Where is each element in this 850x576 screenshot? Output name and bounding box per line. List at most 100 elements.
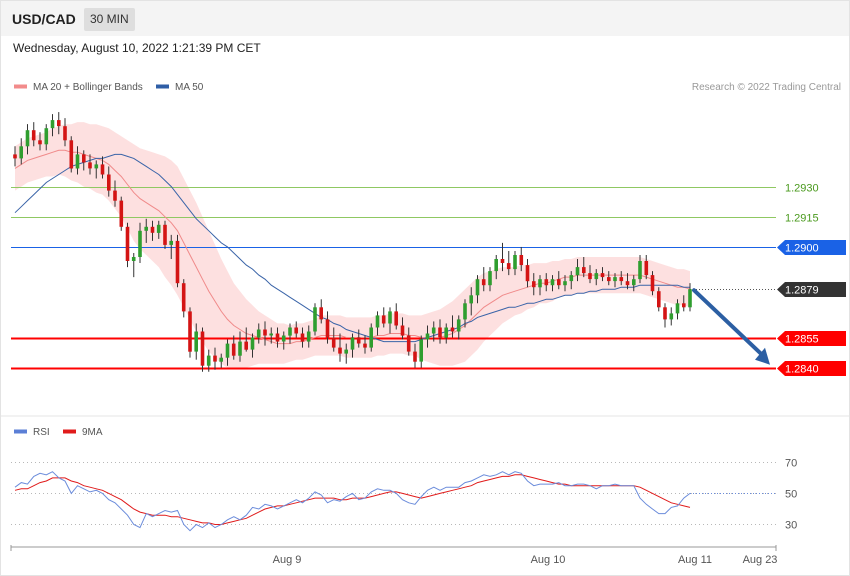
legend-9ma-label: 9MA	[82, 427, 103, 438]
candle	[613, 273, 617, 288]
ma50-line	[14, 153, 690, 343]
candle	[400, 317, 405, 340]
candle-body	[44, 128, 49, 145]
candle	[225, 339, 230, 366]
candle-body	[350, 337, 355, 350]
candle-body	[275, 333, 280, 342]
candle	[644, 255, 649, 280]
candle	[419, 335, 423, 368]
candle-body	[406, 335, 411, 352]
candle	[388, 307, 392, 334]
candle	[44, 124, 49, 151]
candle	[300, 327, 305, 348]
candle	[425, 325, 430, 348]
candle	[213, 347, 217, 370]
candle-body	[600, 273, 605, 278]
candle-body	[488, 271, 492, 286]
candle-body	[481, 279, 486, 286]
candle	[169, 234, 173, 260]
candle	[181, 279, 186, 318]
candle	[25, 124, 30, 155]
candle-body	[594, 273, 599, 280]
candle-body	[625, 281, 630, 286]
candle-body	[188, 311, 192, 352]
candle	[569, 271, 574, 290]
candle-body	[438, 327, 442, 338]
candle-body	[475, 279, 480, 296]
candle	[607, 271, 611, 286]
candle	[475, 275, 480, 304]
candle	[638, 255, 642, 284]
candle	[444, 323, 448, 344]
candles	[13, 112, 692, 372]
candle	[244, 327, 248, 352]
candle-body	[175, 240, 180, 284]
bollinger-bands	[15, 122, 690, 368]
candle	[325, 311, 330, 344]
legend-ma20-label: MA 20 + Bollinger Bands	[33, 82, 143, 93]
legend-ma50-label: MA 50	[175, 82, 204, 93]
candle-body	[375, 315, 380, 328]
candle	[431, 321, 436, 342]
candle-body	[519, 255, 524, 266]
candle	[250, 333, 255, 358]
candle-body	[569, 275, 574, 282]
candle-body	[94, 164, 99, 169]
candle-body	[632, 279, 636, 286]
candle-body	[156, 224, 161, 233]
candle	[206, 349, 211, 372]
candle-body	[69, 140, 74, 169]
candle-body	[194, 331, 198, 352]
candle-body	[650, 275, 655, 292]
candle-body	[538, 279, 542, 288]
timeframe-badge[interactable]: 30 MIN	[84, 8, 135, 31]
legend-ma50-swatch	[156, 84, 169, 89]
candle-body	[388, 311, 392, 324]
level-label-1-2855: 1.2855	[785, 334, 819, 346]
candle	[319, 299, 323, 324]
projection-arrow-shaft	[692, 288, 764, 357]
level-labels: 1.2930 1.2915 1.2900 1.2879 1.2855 1.2840	[777, 183, 846, 376]
candle	[381, 307, 386, 328]
candle	[94, 160, 99, 179]
candle	[350, 333, 355, 358]
candle	[281, 331, 286, 350]
projection-arrow-head	[755, 347, 770, 365]
candle-body	[381, 315, 386, 324]
candle-body	[675, 303, 680, 314]
candle-body	[544, 279, 549, 286]
candle	[113, 180, 117, 207]
legend-ma20-swatch	[14, 84, 27, 89]
candle	[500, 242, 505, 272]
candle-body	[263, 329, 267, 336]
candle	[306, 325, 311, 348]
candle	[657, 287, 661, 312]
candle-body	[425, 333, 430, 340]
rsi-tick-70: 70	[785, 458, 797, 470]
candle	[469, 287, 473, 316]
candle-body	[550, 279, 555, 286]
candle-body	[532, 281, 536, 288]
candle	[238, 331, 242, 362]
legend-rsi-swatch	[14, 429, 27, 434]
bollinger-band-area	[15, 122, 690, 368]
candle-body	[107, 174, 111, 191]
candle-body	[513, 255, 517, 270]
x-tick-aug10: Aug 10	[531, 554, 566, 566]
candle-body	[607, 277, 611, 282]
candle	[107, 166, 111, 197]
candle-body	[163, 224, 167, 245]
candle-body	[131, 257, 136, 261]
candle-body	[50, 120, 55, 129]
candle-body	[657, 291, 661, 308]
chart-header: USD/CAD 30 MIN	[1, 1, 849, 36]
chart-datetime: Wednesday, August 10, 2022 1:21:39 PM CE…	[13, 41, 261, 55]
candle	[519, 246, 524, 272]
candle-body	[213, 355, 217, 362]
level-tag-1-2840	[777, 361, 846, 376]
candle-body	[281, 335, 286, 342]
candle-body	[225, 343, 230, 358]
level-tag-1-2855	[777, 331, 846, 346]
